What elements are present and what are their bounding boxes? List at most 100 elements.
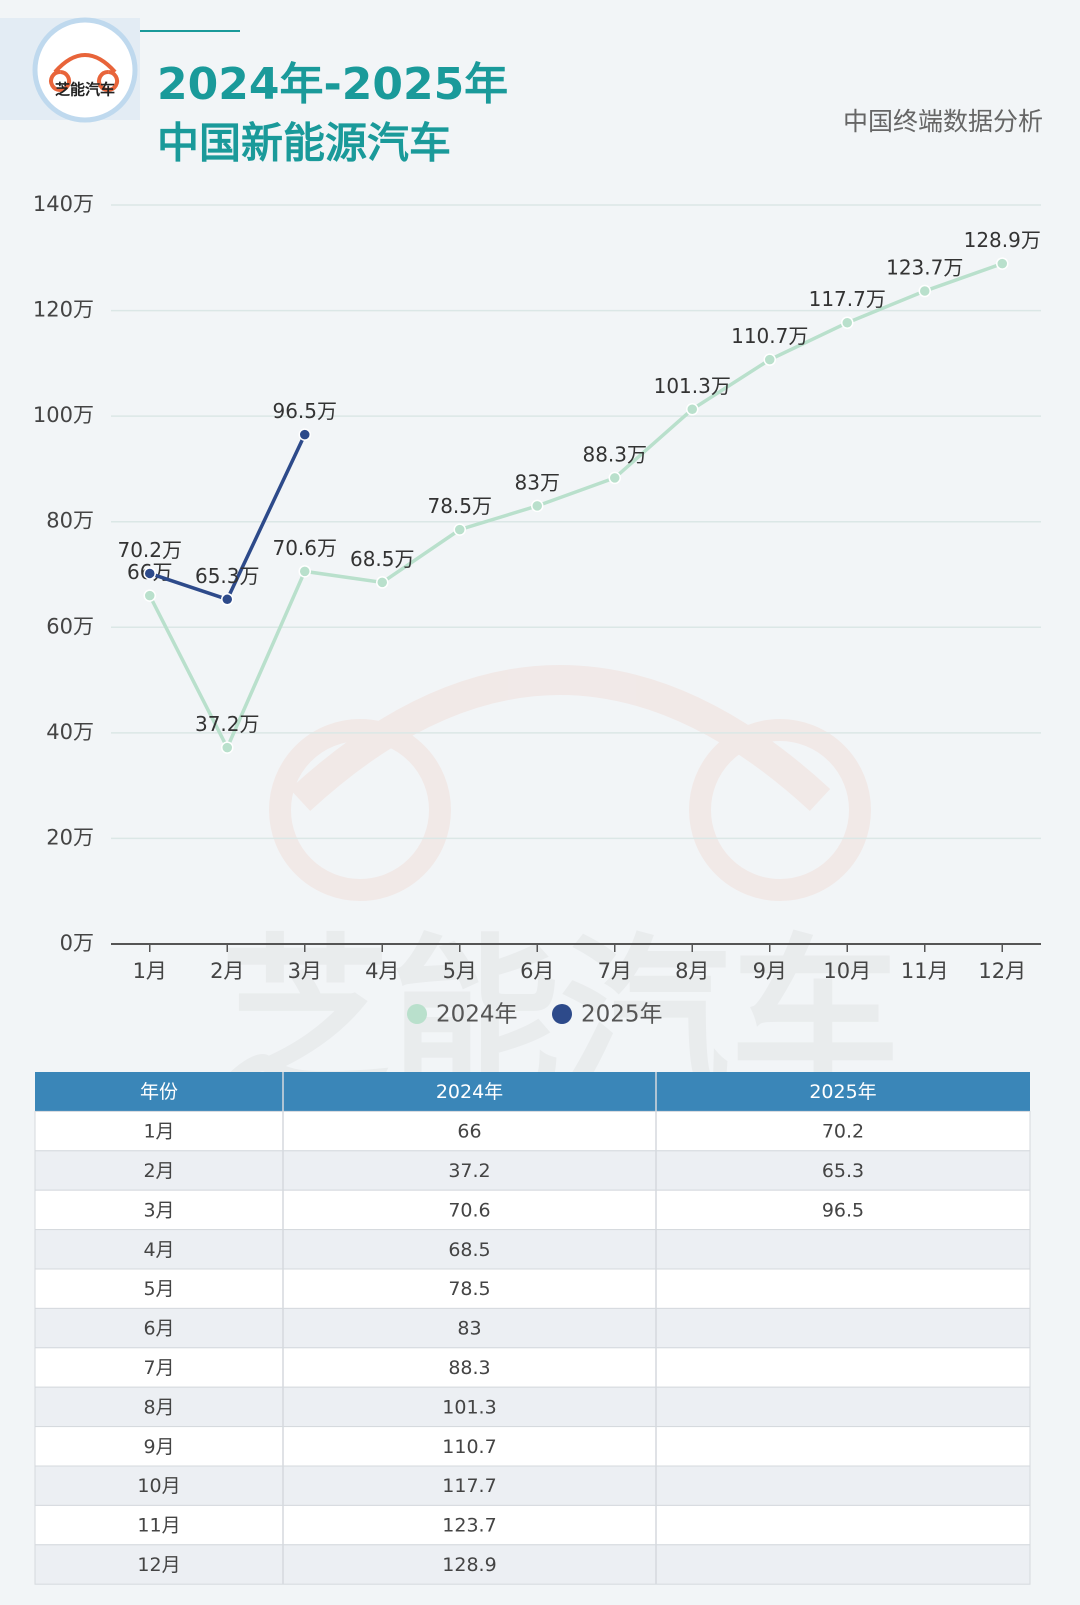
chart-subtitle: 中国终端数据分析 xyxy=(843,107,1043,136)
data-label: 117.7万 xyxy=(809,287,886,311)
x-tick-label: 5月 xyxy=(443,959,477,983)
table-cell: 2月 xyxy=(143,1160,174,1182)
legend-swatch xyxy=(407,1004,427,1024)
chart-title: 中国新能源汽车 xyxy=(157,119,451,168)
table-cell: 78.5 xyxy=(448,1278,490,1300)
data-label: 128.9万 xyxy=(964,228,1041,252)
table-row-bg xyxy=(34,1347,1031,1388)
y-tick-label: 100万 xyxy=(33,403,94,427)
data-label: 88.3万 xyxy=(582,442,647,466)
data-point xyxy=(996,257,1009,270)
data-label: 70.6万 xyxy=(272,536,337,560)
x-tick-label: 10月 xyxy=(823,959,871,983)
table-cell: 12月 xyxy=(137,1554,180,1576)
table-cell: 3月 xyxy=(143,1199,174,1221)
data-label: 83万 xyxy=(515,470,560,494)
table-cell: 70.2 xyxy=(822,1121,864,1143)
y-tick-label: 0万 xyxy=(60,931,94,955)
table-cell: 123.7 xyxy=(442,1515,496,1537)
x-tick-label: 3月 xyxy=(288,959,322,983)
data-point xyxy=(763,353,776,366)
x-tick-label: 7月 xyxy=(598,959,632,983)
table-cell: 101.3 xyxy=(442,1396,496,1418)
data-point xyxy=(686,403,699,416)
table-cell: 83 xyxy=(457,1318,481,1340)
table-row-bg xyxy=(34,1465,1031,1506)
series-line xyxy=(148,261,1003,752)
data-point xyxy=(608,471,621,485)
logo-icon xyxy=(49,53,120,92)
data-point xyxy=(453,523,466,536)
data-label: 101.3万 xyxy=(654,374,731,398)
table-row-bg xyxy=(34,1268,1031,1309)
legend-label: 2024年 xyxy=(436,1002,518,1028)
data-point xyxy=(143,589,156,602)
chart-title: 2024年-2025年 xyxy=(157,59,508,110)
table-cell: 117.7 xyxy=(442,1475,496,1497)
y-tick-label: 40万 xyxy=(46,720,94,744)
table-cell: 4月 xyxy=(143,1239,174,1261)
data-point xyxy=(841,316,854,329)
legend-swatch xyxy=(552,1004,572,1024)
y-tick-label: 120万 xyxy=(33,298,94,322)
table-cell: 66 xyxy=(457,1121,481,1143)
table-cell: 70.6 xyxy=(448,1199,490,1221)
table-header-cell: 2025年 xyxy=(809,1081,876,1103)
y-tick-label: 80万 xyxy=(46,509,94,533)
logo-circle xyxy=(32,17,138,123)
data-label: 65.3万 xyxy=(195,564,260,588)
table-cell: 10月 xyxy=(137,1475,180,1497)
legend-label: 2025年 xyxy=(581,1002,663,1028)
x-tick-label: 8月 xyxy=(675,959,709,983)
table-cell: 11月 xyxy=(137,1515,180,1537)
table-row-bg xyxy=(34,1426,1031,1467)
data-point xyxy=(918,284,931,298)
data-point xyxy=(221,593,234,606)
table-row-bg xyxy=(34,1189,1031,1231)
table: 年份 2024年 2025年 1月 66 70.2 2月 37.2 65.3 3月 70.6 96.5… xyxy=(34,1072,1031,1585)
table-row-bg xyxy=(34,1504,1031,1546)
table-cell: 110.7 xyxy=(442,1436,496,1458)
y-tick-label: 20万 xyxy=(46,825,94,849)
table-header-cell: 年份 xyxy=(140,1081,178,1103)
table-cell: 128.9 xyxy=(442,1554,496,1576)
plot: 0万 20万 40万 60万 80万 100万 120万 140万 1月 2月 3月 4月 5月 6月 7月… xyxy=(33,192,1041,1028)
table-row-bg xyxy=(34,1544,1031,1585)
table-row-bg xyxy=(34,1307,1031,1349)
data-label: 68.5万 xyxy=(350,547,415,571)
data-label: 123.7万 xyxy=(886,256,963,280)
table-cell: 5月 xyxy=(143,1278,174,1300)
table-row-bg xyxy=(34,1110,1031,1152)
table-cell: 8月 xyxy=(143,1396,174,1418)
table-cell: 68.5 xyxy=(448,1239,490,1261)
data-label: 110.7万 xyxy=(731,324,808,348)
table-cell: 1月 xyxy=(143,1121,174,1143)
x-tick-label: 9月 xyxy=(753,959,787,983)
table-cell: 88.3 xyxy=(448,1357,490,1379)
table-cell: 65.3 xyxy=(822,1160,864,1182)
table-cell: 6月 xyxy=(143,1318,174,1340)
x-tick-label: 11月 xyxy=(901,959,949,983)
data-point xyxy=(531,499,544,513)
data-point xyxy=(143,567,156,580)
x-tick-label: 12月 xyxy=(978,959,1026,983)
x-tick-label: 1月 xyxy=(133,959,167,983)
x-tick-label: 6月 xyxy=(520,959,554,983)
table-row-bg xyxy=(34,1386,1031,1428)
table-cell: 7月 xyxy=(143,1357,174,1379)
x-tick-label: 4月 xyxy=(365,959,399,983)
data-point xyxy=(376,576,389,589)
data-label: 70.2万 xyxy=(117,538,182,562)
table-cell: 37.2 xyxy=(448,1160,490,1182)
data-label: 78.5万 xyxy=(427,494,492,518)
data-point xyxy=(298,565,311,578)
data-point xyxy=(298,428,311,441)
table-header-cell: 2024年 xyxy=(436,1081,503,1103)
logo-text: 芝能汽车 xyxy=(55,81,115,99)
data-label: 96.5万 xyxy=(272,399,337,423)
table-cell: 96.5 xyxy=(822,1199,864,1221)
table-row-bg xyxy=(34,1150,1031,1191)
data-point xyxy=(221,741,234,754)
table-header-bg xyxy=(35,1072,1030,1112)
